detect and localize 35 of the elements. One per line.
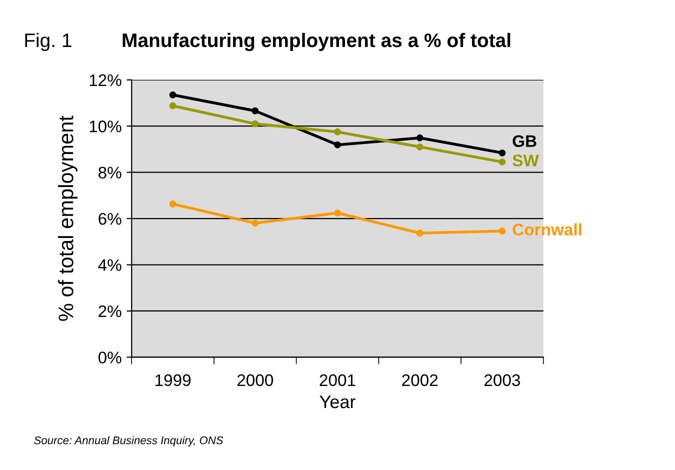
x-tick-label: 2003	[484, 374, 520, 386]
y-tick-label: 2%	[98, 305, 122, 318]
series-label: SW	[512, 154, 539, 166]
caption: Fig. 1	[25, 32, 72, 52]
x-axis-title: Year	[320, 396, 356, 408]
chart-title: Manufacturing employment as a % of total	[122, 32, 510, 52]
y-tick-label: 6%	[98, 212, 122, 225]
x-tick-label: 2002	[402, 374, 438, 386]
point	[252, 220, 259, 227]
x-tick-label: 2000	[237, 374, 274, 386]
point	[416, 230, 424, 237]
point	[498, 149, 506, 156]
point	[498, 228, 506, 234]
point	[169, 102, 176, 110]
y-tick-label: 0%	[98, 352, 122, 364]
source-note: Source: Annual Business Inquiry, ONS	[34, 436, 224, 446]
point	[252, 107, 259, 114]
point	[334, 128, 341, 136]
y-tick-label: 4%	[98, 259, 122, 271]
series-label: GB	[512, 135, 536, 147]
y-tick-label: 12%	[90, 74, 122, 86]
y-tick-label: 8%	[98, 166, 122, 179]
y-tick-label: 10%	[90, 120, 122, 132]
y-axis-title: % of total employment	[58, 116, 78, 321]
point	[498, 158, 506, 166]
point	[416, 134, 424, 142]
point	[169, 91, 176, 98]
point	[334, 141, 341, 148]
point	[169, 200, 176, 208]
point	[252, 120, 259, 128]
point	[416, 143, 424, 150]
series-label: Cornwall	[512, 223, 582, 236]
x-tick-label: 2001	[320, 374, 356, 386]
x-tick-label: 1999	[156, 374, 191, 386]
point	[334, 210, 341, 216]
